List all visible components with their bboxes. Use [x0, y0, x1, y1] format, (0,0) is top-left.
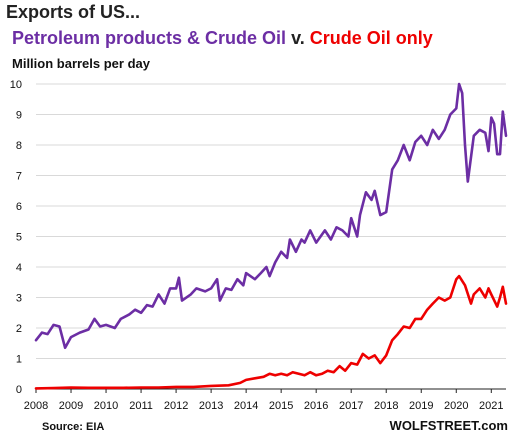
x-tick-label: 2021 — [479, 400, 503, 412]
y-tick-label: 10 — [10, 79, 22, 91]
x-tick-label: 2015 — [269, 400, 293, 412]
x-tick-label: 2017 — [339, 400, 363, 412]
x-tick-label: 2009 — [59, 400, 83, 412]
y-tick-label: 3 — [16, 293, 22, 305]
y-tick-label: 1 — [16, 354, 22, 366]
x-tick-label: 2010 — [94, 400, 118, 412]
x-tick-label: 2011 — [129, 400, 153, 412]
subtitle-crude: Crude Oil — [205, 28, 287, 48]
y-tick-label: 4 — [16, 262, 22, 274]
x-tick-label: 2020 — [444, 400, 468, 412]
y-tick-label: 8 — [16, 140, 22, 152]
x-tick-label: 2014 — [234, 400, 258, 412]
x-tick-label: 2008 — [24, 400, 48, 412]
chart-title: Exports of US... — [6, 2, 141, 22]
y-tick-label: 0 — [16, 384, 22, 396]
source-note: Source: EIA — [42, 421, 105, 433]
y-tick-label: 9 — [16, 110, 22, 122]
subtitle-crude-only: Crude Oil only — [309, 28, 433, 48]
chart-subtitle: Petroleum products & Crude Oil v. Crude … — [12, 28, 433, 49]
y-tick-label: 7 — [16, 171, 22, 183]
x-tick-label: 2012 — [164, 400, 188, 412]
subtitle-amp: & — [182, 28, 206, 48]
subtitle-versus: v. — [286, 28, 310, 48]
series-line-petroleum-and-crude — [34, 82, 508, 350]
brand-label: WOLFSTREET.com — [389, 418, 508, 433]
y-tick-label: 2 — [16, 323, 22, 335]
y-tick-label: 5 — [16, 232, 22, 244]
series-line-crude-only — [34, 274, 508, 390]
x-tick-label: 2019 — [409, 400, 433, 412]
x-tick-label: 2013 — [199, 400, 223, 412]
y-axis-label: Million barrels per day — [12, 56, 150, 71]
y-tick-label: 6 — [16, 201, 22, 213]
subtitle-petroleum: Petroleum products — [12, 28, 183, 48]
x-tick-label: 2016 — [304, 400, 328, 412]
x-tick-label: 2018 — [374, 400, 398, 412]
